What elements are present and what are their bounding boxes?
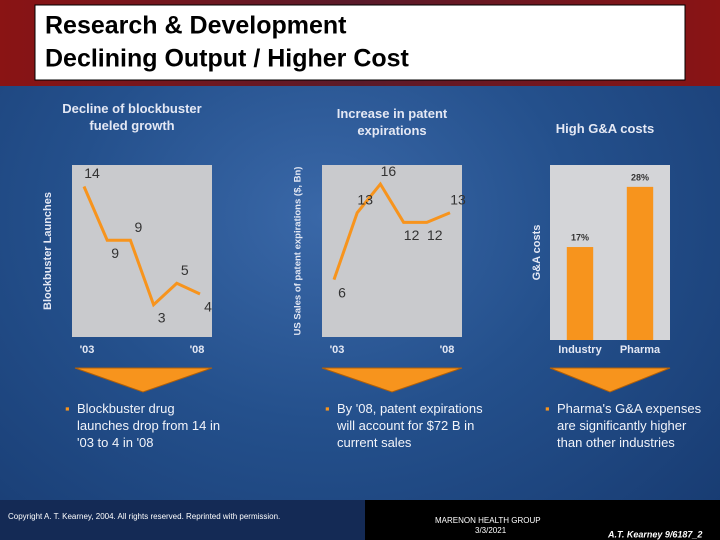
arrow [74, 367, 213, 393]
x-tick-label: '08 [440, 344, 455, 356]
data-label: 13 [357, 191, 373, 207]
y-axis-label: G&A costs [531, 225, 543, 281]
source: A.T. Kearney 9/6187_2 [607, 529, 702, 539]
title-line: Declining Output / Higher Cost [45, 45, 410, 73]
plot-panel [72, 165, 212, 337]
bar [626, 186, 654, 340]
title-line: Research & Development [45, 12, 347, 40]
data-label: 6 [338, 284, 346, 300]
y-axis-label: US Sales of patent expirations ($, Bn) [293, 167, 304, 336]
data-label: 5 [181, 262, 189, 278]
data-label: 28% [631, 172, 649, 182]
arrow [321, 367, 463, 393]
data-label: 12 [404, 227, 420, 243]
y-axis-label: Blockbuster Launches [42, 192, 54, 310]
data-label: 3 [158, 309, 166, 325]
date: 3/3/2021 [475, 526, 507, 535]
data-label: 9 [111, 245, 119, 261]
line [332, 181, 451, 281]
arrow [549, 367, 671, 393]
chart-title: Decline of blockbuster fueled growth [62, 101, 202, 133]
x-tick-label: Pharma [620, 344, 661, 356]
bar [566, 247, 594, 340]
footer-left [0, 500, 365, 540]
copyright: Copyright A. T. Kearney, 2004. All right… [8, 512, 280, 521]
organization: MARENON HEALTH GROUP [435, 516, 541, 525]
data-label: 4 [204, 299, 212, 315]
data-label: 9 [135, 219, 143, 235]
bullet: By '08, patent expirations will account … [325, 400, 487, 451]
data-label: 13 [450, 191, 466, 207]
data-label: 14 [84, 165, 100, 181]
x-tick-label: Industry [558, 344, 602, 356]
line [82, 185, 201, 308]
footer-right [365, 500, 720, 540]
x-tick-label: '03 [80, 344, 95, 356]
data-label: 12 [427, 227, 443, 243]
data-label: 17% [571, 232, 589, 242]
bullet: Pharma's G&A expenses are significantly … [545, 400, 707, 451]
x-tick-label: '08 [190, 344, 205, 356]
data-label: 16 [381, 163, 397, 179]
title-box [34, 4, 686, 81]
chart-title: High G&A costs [555, 121, 655, 136]
chart-title: Increase in patent expirations [336, 106, 448, 138]
bullet: Blockbuster drug launches drop from 14 i… [65, 400, 227, 451]
x-tick-label: '03 [330, 344, 345, 356]
